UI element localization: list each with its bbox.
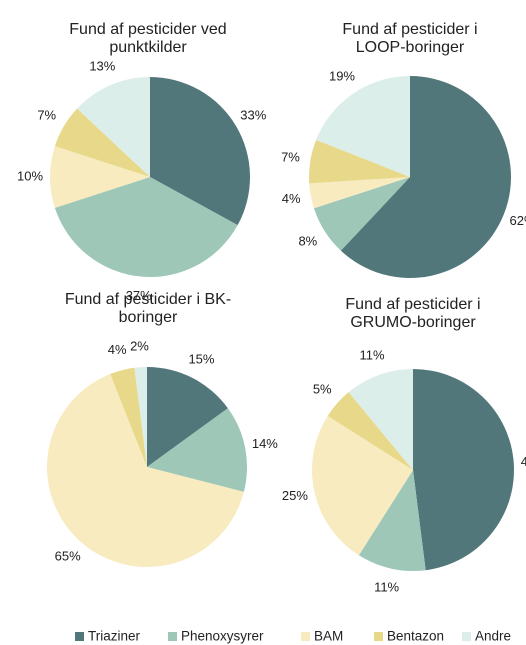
data-label: 48% xyxy=(521,454,526,469)
pie-slice xyxy=(313,177,410,251)
data-label: 25% xyxy=(282,488,308,503)
pie-slice xyxy=(308,139,410,184)
chart-title: Fund af pesticider i BK- xyxy=(65,291,231,308)
chart-title: Fund af pesticider ved xyxy=(69,21,226,38)
data-label: 13% xyxy=(89,58,115,73)
data-label: 11% xyxy=(359,348,384,363)
pie-slice xyxy=(54,108,150,177)
data-label: 4% xyxy=(108,342,127,357)
chart-title: Fund af pesticider i xyxy=(345,296,480,313)
pie-slice xyxy=(110,367,147,467)
legend-label: Triaziner xyxy=(88,629,141,644)
pie-slice xyxy=(150,77,250,226)
pie-slice xyxy=(327,392,413,470)
pie-slice xyxy=(311,415,413,556)
data-label: 33% xyxy=(240,107,266,122)
data-label: 14% xyxy=(252,436,278,451)
pie-slice xyxy=(358,470,426,571)
legend-swatch xyxy=(301,632,310,641)
legend-label: BAM xyxy=(314,629,343,644)
legend-label: Bentazon xyxy=(387,629,444,644)
pie-slice xyxy=(316,76,410,177)
chart-title: punktkilder xyxy=(109,39,187,56)
legend-swatch xyxy=(374,632,383,641)
chart-title: Fund af pesticider i xyxy=(342,21,477,38)
data-label: 7% xyxy=(281,150,300,165)
data-label: 19% xyxy=(329,68,355,83)
legend-swatch xyxy=(462,632,471,641)
data-label: 7% xyxy=(37,107,56,122)
chart-title: boringer xyxy=(119,309,178,326)
data-label: 10% xyxy=(17,168,43,183)
chart-title: GRUMO-boringer xyxy=(350,314,476,331)
legend-swatch xyxy=(168,632,177,641)
data-label: 5% xyxy=(313,381,332,396)
data-label: 62% xyxy=(509,213,526,228)
pie-slice xyxy=(309,177,410,209)
legend-label: Andre xyxy=(475,629,511,644)
data-label: 65% xyxy=(55,548,81,563)
pie-slice xyxy=(147,408,247,492)
data-label: 8% xyxy=(298,233,317,248)
data-label: 2% xyxy=(130,339,149,354)
pie-slice xyxy=(348,369,413,470)
data-label: 37% xyxy=(126,288,152,303)
pie-slice xyxy=(50,146,150,208)
pie-slice xyxy=(147,366,228,467)
legend-label: Phenoxysyrer xyxy=(181,629,264,644)
pie-slice xyxy=(134,367,147,467)
pie-slice xyxy=(413,369,515,571)
chart-title: LOOP-boringer xyxy=(356,39,465,56)
pie-slice xyxy=(340,76,511,279)
data-label: 4% xyxy=(282,191,301,206)
pie-slice xyxy=(46,374,244,567)
pie-slice xyxy=(77,77,150,177)
data-label: 11% xyxy=(374,580,399,595)
legend-swatch xyxy=(75,632,84,641)
pie-slice xyxy=(54,177,238,277)
data-label: 15% xyxy=(188,352,214,367)
